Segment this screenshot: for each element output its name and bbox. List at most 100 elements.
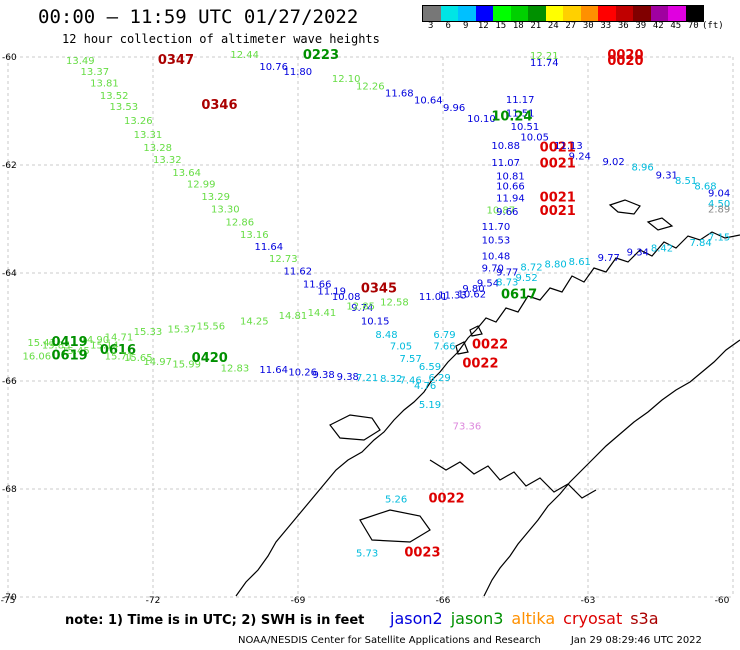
wave-height-value: 12.83: [221, 363, 250, 374]
wave-height-value: 8.51: [675, 176, 697, 187]
wave-height-value: 7.66: [433, 342, 455, 353]
colorbar-unit: (ft): [702, 21, 724, 31]
wave-height-value: 13.29: [201, 192, 230, 203]
colorbar-swatch: [458, 6, 476, 21]
wave-height-value: 10.48: [482, 252, 511, 263]
pass-time-label: 0022: [462, 357, 498, 372]
wave-height-value: 10.66: [496, 181, 525, 192]
colorbar-swatch: [528, 6, 546, 21]
wave-height-value: 10.64: [414, 95, 443, 106]
wave-height-value: 10.87: [487, 206, 516, 217]
antarctic-peninsula-coast: [235, 231, 740, 597]
lon-label: -63: [581, 596, 596, 605]
footer-timestamp: Jan 29 08:29:46 UTC 2022: [570, 635, 702, 646]
colorbar-label: 3: [428, 21, 434, 31]
colorbar-label: 6: [445, 21, 451, 31]
wave-height-value: 9.38: [337, 372, 359, 383]
pass-time-label: 0619: [52, 348, 88, 363]
wave-height-value: 13.28: [143, 143, 172, 154]
wave-height-value: 11.70: [482, 222, 511, 233]
colorbar-swatch: [563, 6, 581, 21]
south-shetland-islands: [455, 199, 674, 355]
wave-height-value: 11.07: [491, 158, 520, 169]
wave-height-value: 11.51: [506, 108, 535, 119]
wave-height-value: 15.85: [42, 341, 71, 352]
lon-label: -66: [436, 596, 451, 605]
inland-ice-edge: [429, 459, 597, 499]
colorbar: [422, 5, 704, 22]
wave-height-value: 10.10: [467, 114, 496, 125]
pass-time-label: 0345: [361, 281, 397, 296]
wave-height-value: 16.06: [23, 351, 52, 362]
lat-label: -60: [2, 53, 17, 63]
wave-height-value: 10.81: [496, 172, 525, 183]
wave-height-value: 5.73: [356, 549, 378, 560]
wave-height-value: 13.30: [211, 205, 240, 216]
wave-height-value: 12.85: [346, 302, 375, 313]
pass-time-label: 0020: [607, 54, 643, 69]
adelaide-island: [329, 414, 381, 441]
wave-height-value: 13.37: [81, 67, 110, 78]
wave-height-value: 7.84: [690, 238, 712, 249]
wave-height-value: 11.94: [496, 194, 525, 205]
pass-time-label: 0021: [540, 157, 576, 172]
wave-height-value: 14.97: [143, 357, 172, 368]
wave-height-value: 12.73: [269, 254, 298, 265]
colorbar-label: 15: [495, 21, 507, 31]
pass-time-label: 0420: [192, 351, 228, 366]
wave-height-value: 15.56: [197, 322, 226, 333]
colorbar-swatch: [615, 6, 633, 21]
colorbar-label: 24: [547, 21, 559, 31]
pass-time-label: 0346: [201, 98, 237, 113]
colorbar-swatch: [475, 6, 493, 21]
axis-labels: -60 -62 -64 -66 -68 -70-75 -72 -69 -66 -63 -60: [1, 53, 730, 605]
wave-height-value: 12.99: [187, 180, 216, 191]
wave-height-value: 14.90: [81, 335, 110, 346]
lon-label: -69: [291, 596, 306, 605]
wave-height-value: 14.25: [240, 316, 269, 327]
wave-height-value: 11.74: [530, 58, 559, 69]
colorbar-swatch: [545, 6, 563, 21]
wave-height-value: 10.88: [491, 141, 520, 152]
wave-height-value: 15.45: [61, 346, 90, 357]
wave-height-value: 11.80: [284, 67, 313, 78]
colorbar-swatch: [650, 6, 668, 21]
wave-height-value: 13.26: [124, 116, 153, 127]
lat-label: -64: [2, 269, 17, 279]
wave-height-value: 10.53: [482, 235, 511, 246]
satellite-legend: jason2 jason3 altika cryosat s3a: [390, 609, 667, 628]
colorbar-label: 18: [512, 21, 524, 31]
wave-height-value: 7.15: [708, 233, 730, 244]
map-title: 00:00 – 11:59 UTC 01/27/2022: [38, 6, 359, 28]
wave-height-value: 10.51: [511, 122, 540, 133]
coastline: [235, 199, 740, 597]
wave-height-value: 13.32: [153, 155, 182, 166]
colorbar-label: 9: [463, 21, 469, 31]
wave-height-value: 9.04: [708, 188, 730, 199]
wave-height-value: 11.64: [259, 365, 288, 376]
wave-height-value: 12.21: [530, 51, 559, 62]
wave-height-value: 8.42: [651, 243, 673, 254]
wave-height-value: 13.52: [100, 91, 129, 102]
wave-height-value: 8.96: [632, 162, 654, 173]
wave-height-value: 11.68: [385, 88, 414, 99]
colorbar-swatch: [510, 6, 528, 21]
colorbar-swatch: [685, 6, 703, 21]
legend-s3a: s3a: [630, 609, 659, 628]
pass-time-label: 0021: [540, 141, 576, 156]
colorbar-swatch: [668, 6, 686, 21]
lat-label: -70: [2, 593, 17, 603]
wave-height-value: 11.62: [284, 267, 313, 278]
wave-height-value: 9.80: [462, 284, 484, 295]
wave-height-value: 8.32: [380, 374, 402, 385]
colorbar-label: 27: [565, 21, 577, 31]
wave-height-value: 9.38: [313, 370, 335, 381]
wave-height-value: 11.13: [554, 141, 583, 152]
pass-time-label: 0419: [52, 335, 88, 350]
wave-height-value: 4.50: [708, 199, 730, 210]
colorbar-label: 33: [600, 21, 612, 31]
colorbar-label: 45: [670, 21, 682, 31]
lon-label: -60: [715, 596, 730, 605]
